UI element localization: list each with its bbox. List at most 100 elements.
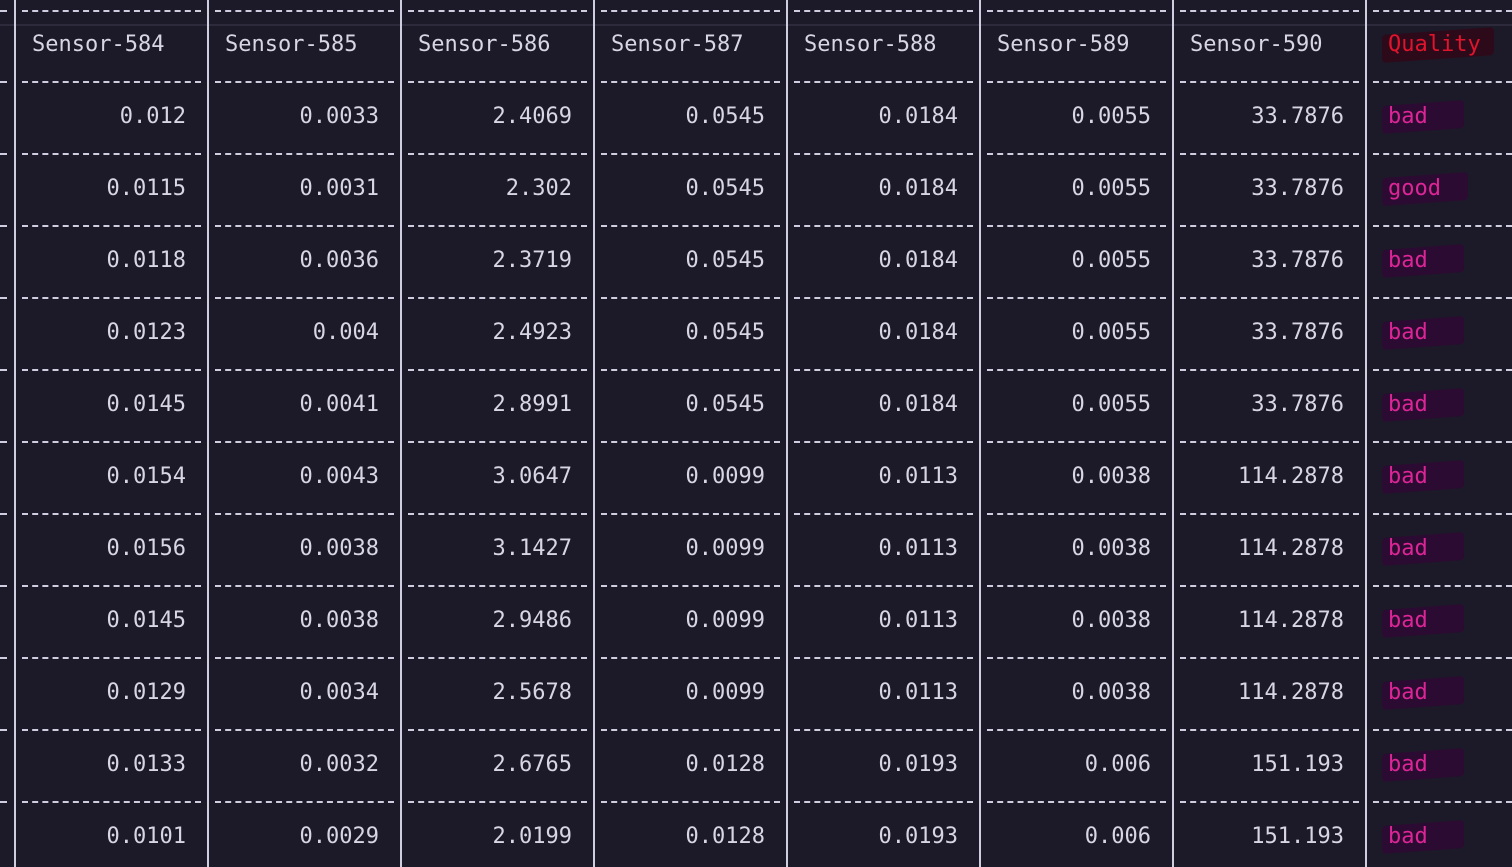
table-cell: 0.0055 — [1071, 320, 1151, 345]
table-cell: 0.0156 — [106, 536, 186, 561]
table-cell: 0.0055 — [1071, 176, 1151, 201]
table-cell: 0.0099 — [685, 680, 765, 705]
table-cell: 0.0038 — [299, 608, 379, 633]
row-separator — [408, 801, 587, 803]
table-cell: 33.7876 — [1251, 320, 1344, 345]
row-separator — [1373, 225, 1512, 227]
row-separator — [22, 801, 201, 803]
column-header-sensor-585[interactable]: Sensor-585 — [225, 32, 358, 57]
row-separator — [408, 153, 587, 155]
row-separator — [601, 585, 780, 587]
table-cell: 0.0034 — [299, 680, 379, 705]
table-cell: 0.0113 — [878, 464, 958, 489]
table-cell: 114.2878 — [1238, 536, 1344, 561]
table-cell: 2.6765 — [492, 752, 572, 777]
column-header-sensor-590[interactable]: Sensor-590 — [1190, 32, 1323, 57]
table-cell: 0.0129 — [106, 680, 186, 705]
table-cell: 0.0545 — [685, 104, 765, 129]
row-separator — [22, 729, 201, 731]
row-separator — [601, 801, 780, 803]
table-cell: 0.0099 — [685, 464, 765, 489]
table-cell: 33.7876 — [1251, 176, 1344, 201]
row-separator — [794, 81, 973, 83]
row-separator — [794, 801, 973, 803]
row-separator — [22, 513, 201, 515]
table-cell: 0.0545 — [685, 320, 765, 345]
row-separator — [1373, 297, 1512, 299]
row-separator — [794, 657, 973, 659]
row-separator — [215, 513, 394, 515]
row-separator — [0, 657, 7, 659]
table-cell: 0.006 — [1084, 752, 1151, 777]
column-separator — [400, 0, 402, 867]
table-cell: 0.0038 — [1071, 680, 1151, 705]
quality-value: bad — [1388, 104, 1428, 129]
quality-value: bad — [1388, 320, 1428, 345]
table-top-border — [0, 0, 1512, 26]
row-separator — [794, 297, 973, 299]
row-separator — [215, 225, 394, 227]
table-cell: 0.0184 — [878, 392, 958, 417]
row-separator — [987, 441, 1166, 443]
table-cell: 0.0128 — [685, 752, 765, 777]
row-separator — [0, 153, 7, 155]
table-cell: 0.0038 — [1071, 464, 1151, 489]
quality-value: bad — [1388, 248, 1428, 273]
column-header-sensor-588[interactable]: Sensor-588 — [804, 32, 937, 57]
row-separator — [601, 153, 780, 155]
table-cell: 33.7876 — [1251, 104, 1344, 129]
column-header-sensor-589[interactable]: Sensor-589 — [997, 32, 1130, 57]
table-cell: 0.0038 — [299, 536, 379, 561]
row-separator — [0, 369, 7, 371]
quality-value: bad — [1388, 608, 1428, 633]
table-cell: 0.0113 — [878, 536, 958, 561]
quality-value: bad — [1388, 464, 1428, 489]
row-separator — [22, 369, 201, 371]
table-cell: 114.2878 — [1238, 608, 1344, 633]
table-cell: 0.0031 — [299, 176, 379, 201]
row-separator — [408, 369, 587, 371]
row-separator — [215, 10, 394, 12]
table-cell: 2.4069 — [492, 104, 572, 129]
row-separator — [0, 729, 7, 731]
column-header-quality[interactable]: Quality — [1388, 32, 1481, 57]
table-cell: 2.0199 — [492, 824, 572, 849]
row-separator — [1373, 801, 1512, 803]
column-separator — [1172, 0, 1174, 867]
row-separator — [22, 153, 201, 155]
row-separator — [794, 10, 973, 12]
row-separator — [1180, 297, 1359, 299]
row-separator — [1373, 657, 1512, 659]
quality-value: bad — [1388, 536, 1428, 561]
row-separator — [601, 657, 780, 659]
row-separator — [1373, 585, 1512, 587]
table-cell: 2.5678 — [492, 680, 572, 705]
row-separator — [0, 225, 7, 227]
row-separator — [408, 225, 587, 227]
row-separator — [0, 585, 7, 587]
row-separator — [408, 657, 587, 659]
row-separator — [601, 369, 780, 371]
row-separator — [408, 729, 587, 731]
quality-value: good — [1388, 176, 1441, 201]
row-separator — [987, 81, 1166, 83]
table-cell: 0.0193 — [878, 752, 958, 777]
row-separator — [22, 10, 201, 12]
quality-value: bad — [1388, 752, 1428, 777]
table-cell: 3.1427 — [492, 536, 572, 561]
row-separator — [1180, 657, 1359, 659]
row-separator — [794, 729, 973, 731]
row-separator — [408, 585, 587, 587]
column-header-sensor-584[interactable]: Sensor-584 — [32, 32, 165, 57]
table-cell: 0.0036 — [299, 248, 379, 273]
table-cell: 0.0038 — [1071, 608, 1151, 633]
table-cell: 0.0041 — [299, 392, 379, 417]
column-header-sensor-587[interactable]: Sensor-587 — [611, 32, 744, 57]
row-separator — [601, 225, 780, 227]
row-separator — [215, 657, 394, 659]
table-cell: 0.0055 — [1071, 104, 1151, 129]
column-header-sensor-586[interactable]: Sensor-586 — [418, 32, 551, 57]
table-cell: 0.0055 — [1071, 392, 1151, 417]
row-separator — [794, 513, 973, 515]
table-cell: 0.0115 — [106, 176, 186, 201]
